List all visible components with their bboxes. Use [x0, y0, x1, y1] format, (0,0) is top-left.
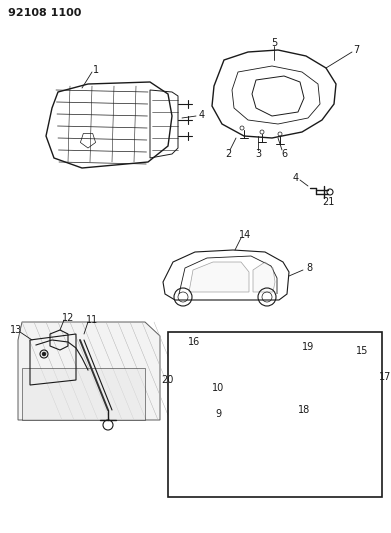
Text: 8: 8 [306, 263, 312, 273]
Text: 18: 18 [298, 405, 310, 415]
Polygon shape [253, 262, 275, 292]
Circle shape [179, 367, 183, 369]
Text: 4: 4 [293, 173, 299, 183]
Text: 11: 11 [86, 315, 98, 325]
Circle shape [42, 352, 46, 356]
Text: 3: 3 [255, 149, 261, 159]
Text: 17: 17 [379, 372, 391, 382]
Text: 6: 6 [281, 149, 287, 159]
Polygon shape [18, 322, 160, 420]
Text: 20: 20 [161, 375, 174, 385]
Text: 5: 5 [271, 38, 277, 48]
Text: 13: 13 [10, 325, 22, 335]
Circle shape [179, 357, 183, 359]
Text: 16: 16 [188, 337, 200, 347]
Text: 92108 1100: 92108 1100 [8, 8, 81, 18]
Text: 19: 19 [302, 342, 314, 352]
Text: 12: 12 [62, 313, 74, 323]
Text: 10: 10 [212, 383, 224, 393]
Polygon shape [22, 368, 145, 420]
Text: 14: 14 [239, 230, 251, 240]
Text: 15: 15 [356, 346, 368, 356]
Text: 9: 9 [215, 409, 221, 419]
Polygon shape [189, 262, 249, 292]
Text: 2: 2 [225, 149, 231, 159]
Text: 7: 7 [353, 45, 359, 55]
Text: 21: 21 [322, 197, 334, 207]
Text: 4: 4 [199, 110, 205, 120]
Bar [168, 332, 382, 497]
Text: 1: 1 [93, 65, 99, 75]
